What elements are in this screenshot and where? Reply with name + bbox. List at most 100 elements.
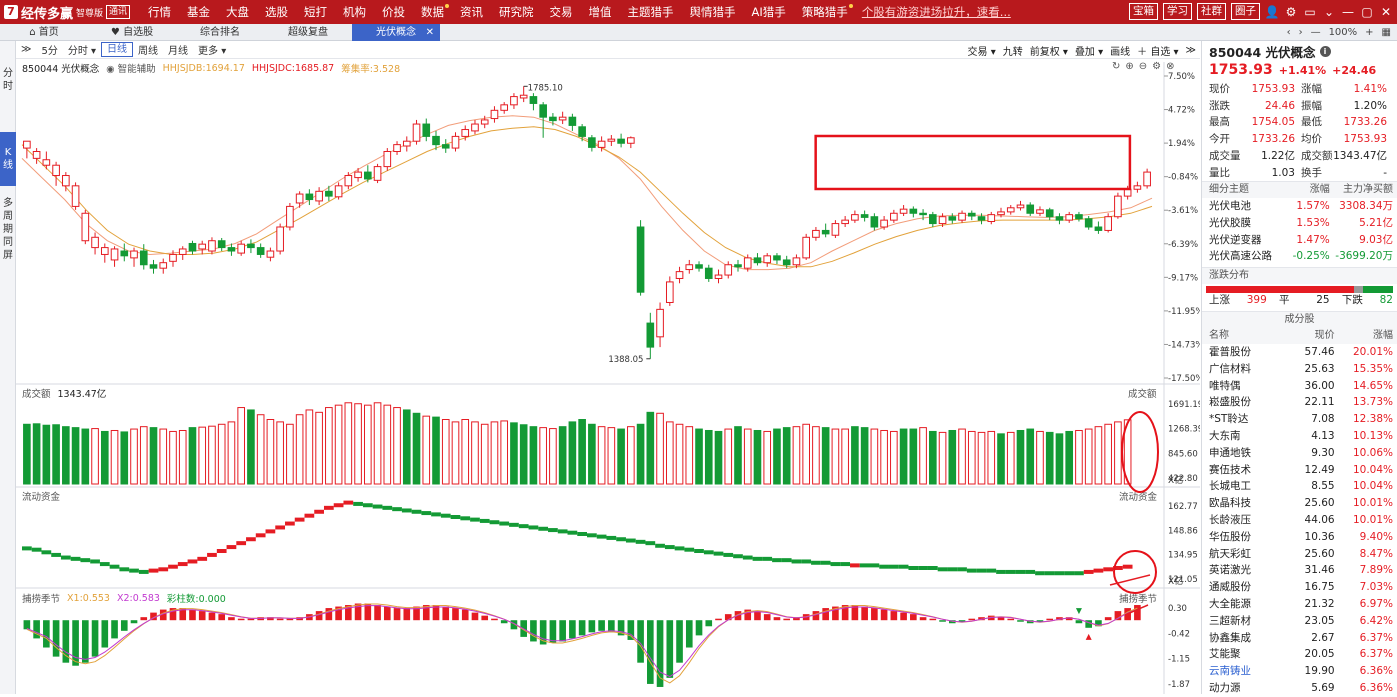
stock-price: 7.08 [1311, 413, 1335, 426]
stock-row[interactable]: 大东南 4.13 10.13% [1202, 428, 1397, 445]
period-tab[interactable]: 月线 [168, 46, 189, 57]
theme-row[interactable]: 光伏逆变器 1.47% 9.03亿 [1202, 232, 1397, 249]
low-annotation: 1388.05 [608, 355, 643, 365]
toolbar-button[interactable]: 九转 [1002, 46, 1023, 58]
tab-4[interactable]: 光伏概念 ✕ [352, 23, 440, 41]
top-button-0[interactable]: 宝箱 [1129, 3, 1158, 20]
period-tab[interactable]: 分时 ▾ [67, 46, 97, 57]
menu-item[interactable]: 主题猎手 [620, 0, 682, 24]
stock-row[interactable]: *ST聆达 7.08 12.38% [1202, 411, 1397, 428]
refresh-icon[interactable]: ↻ [1112, 61, 1121, 72]
stock-row[interactable]: 云南铸业 19.90 6.36% [1202, 663, 1397, 680]
top-button-1[interactable]: 学习 [1163, 3, 1192, 20]
menu-item[interactable]: 行情 [140, 0, 179, 24]
settings-icon[interactable]: ⚙ [1152, 61, 1162, 72]
chart-canvas[interactable]: 7.50% 4.72% 1.94% -0.84% -3.61% -6.39% -9.17% -… [0, 0, 1200, 694]
chevron-down-icon[interactable]: ⌄ [1323, 4, 1335, 19]
fund-flow-segment [109, 564, 120, 569]
menu-item[interactable]: 研究院 [491, 0, 542, 24]
back-icon[interactable]: ‹ [1286, 27, 1291, 38]
stock-row[interactable]: 通威股份 16.75 7.03% [1202, 579, 1397, 596]
window-icon[interactable]: ▭ [1304, 4, 1316, 19]
toolbar-button[interactable]: 交易 ▾ [967, 46, 996, 58]
stock-row[interactable]: 广信材料 25.63 15.35% [1202, 361, 1397, 378]
sidebar-item[interactable]: 多周期同屏 [0, 194, 16, 265]
stock-row[interactable]: 欧晶科技 25.60 10.01% [1202, 495, 1397, 512]
stock-row[interactable]: 长龄液压 44.06 10.01% [1202, 512, 1397, 529]
theme-row[interactable]: 光伏电池 1.57% 3308.34万 [1202, 198, 1397, 215]
sidebar-item[interactable]: K线 [0, 132, 16, 186]
tab-1[interactable]: ♥ 自选股 [88, 24, 176, 41]
close-tab-icon[interactable]: ✕ [425, 26, 434, 38]
tab-2[interactable]: 综合排名 [176, 24, 264, 41]
top-button-3[interactable]: 圈子 [1231, 3, 1260, 20]
period-tab[interactable]: 5分 [41, 46, 58, 57]
gear-icon[interactable]: ⚙ [1285, 4, 1297, 19]
toolbar-button[interactable]: ≫ [1185, 44, 1196, 56]
menu-item[interactable]: 选股 [257, 0, 296, 24]
zoom-out-icon[interactable]: ⊖ [1138, 61, 1148, 72]
stock-row[interactable]: 艾能聚 20.05 6.37% [1202, 646, 1397, 663]
minimize-icon[interactable]: — [1342, 4, 1354, 19]
period-tab[interactable]: 周线 [138, 46, 159, 57]
volume-bar [782, 427, 791, 485]
stock-row[interactable]: 霍普股份 57.46 20.01% [1202, 344, 1397, 361]
period-tab[interactable]: 更多 ▾ [198, 46, 227, 57]
menu-item[interactable]: 增值 [581, 0, 620, 24]
user-icon[interactable]: 👤 [1264, 4, 1280, 19]
menu-item[interactable]: AI猎手 [744, 0, 794, 24]
stock-row[interactable]: 动力源 5.69 6.36% [1202, 680, 1397, 697]
expand-icon[interactable]: ≫ [21, 44, 32, 55]
stock-row[interactable]: 航天彩虹 25.60 8.47% [1202, 546, 1397, 563]
theme-row[interactable]: 光伏高速公路 -0.25% -3699.20万 [1202, 248, 1397, 265]
info-icon[interactable]: i [1319, 46, 1331, 57]
menu-item[interactable]: 短打 [296, 0, 335, 24]
menu-item[interactable]: 策略猎手 [794, 0, 856, 24]
theme-row[interactable]: 光伏胶膜 1.53% 5.21亿 [1202, 215, 1397, 232]
fund-flow-segment [713, 551, 724, 556]
stock-row[interactable]: 英诺激光 31.46 7.89% [1202, 562, 1397, 579]
stock-row[interactable]: 崧盛股份 22.11 13.73% [1202, 394, 1397, 411]
forward-icon[interactable]: › [1298, 27, 1303, 38]
toolbar-button[interactable]: 画线 [1110, 46, 1131, 58]
menu-item[interactable]: 机构 [335, 0, 374, 24]
stock-row[interactable]: 华伍股份 10.36 9.40% [1202, 529, 1397, 546]
tab-0[interactable]: ⌂ 首页 [0, 24, 88, 41]
app-logo[interactable]: 7 经传多赢 智尊版 通讯 [0, 0, 131, 24]
menu-item[interactable]: 资讯 [452, 0, 491, 24]
menu-item[interactable]: 交易 [542, 0, 581, 24]
menu-item[interactable]: 价投 [374, 0, 413, 24]
menu-item[interactable]: 基金 [179, 0, 218, 24]
stock-row[interactable]: 大全能源 21.32 6.97% [1202, 596, 1397, 613]
app-badge[interactable]: 通讯 [106, 5, 131, 19]
menu-item[interactable]: 舆情猎手 [682, 0, 744, 24]
stock-row[interactable]: 三超新材 23.05 6.42% [1202, 613, 1397, 630]
menu-item[interactable]: 大盘 [218, 0, 257, 24]
stock-row[interactable]: 申通地铁 9.30 10.06% [1202, 445, 1397, 462]
news-marquee[interactable]: 个股有游资进场拉升，速看... [861, 5, 1011, 19]
toolbar-button[interactable]: 前复权 ▾ [1029, 46, 1068, 58]
smart-assist-toggle[interactable]: ◉ 智能辅助 [106, 64, 156, 75]
toolbar-button[interactable]: 叠加 ▾ [1074, 46, 1104, 58]
sidebar-item[interactable]: 分时 [0, 64, 16, 96]
menu-item-label: 基金 [187, 5, 211, 19]
layout-grid-icon[interactable]: ▦ [1381, 27, 1391, 38]
zoom-in-icon[interactable]: ⊕ [1125, 61, 1134, 72]
close-icon[interactable]: ✕ [1380, 4, 1392, 19]
maximize-icon[interactable]: ▢ [1361, 4, 1373, 19]
stock-row[interactable]: 长城电工 8.55 10.04% [1202, 478, 1397, 495]
close-panel-icon[interactable]: ⊗ [1166, 61, 1175, 72]
volume-bar [100, 430, 109, 485]
stock-row[interactable]: 赛伍技术 12.49 10.04% [1202, 462, 1397, 479]
tab-3[interactable]: 超级复盘 [264, 24, 352, 41]
top-button-2[interactable]: 社群 [1197, 3, 1226, 20]
menu-item[interactable]: 数据 [413, 0, 452, 24]
season-bar [345, 605, 352, 621]
zoom-in-button[interactable]: + [1365, 27, 1374, 38]
zoom-out-button[interactable]: — [1310, 27, 1321, 38]
stock-row[interactable]: 协鑫集成 2.67 6.37% [1202, 630, 1397, 647]
stock-row[interactable]: 唯特偶 36.00 14.65% [1202, 378, 1397, 395]
season-bar [179, 608, 187, 621]
period-tab[interactable]: 日线 [101, 42, 134, 57]
toolbar-button[interactable]: ＋ 自选 ▾ [1137, 46, 1179, 58]
